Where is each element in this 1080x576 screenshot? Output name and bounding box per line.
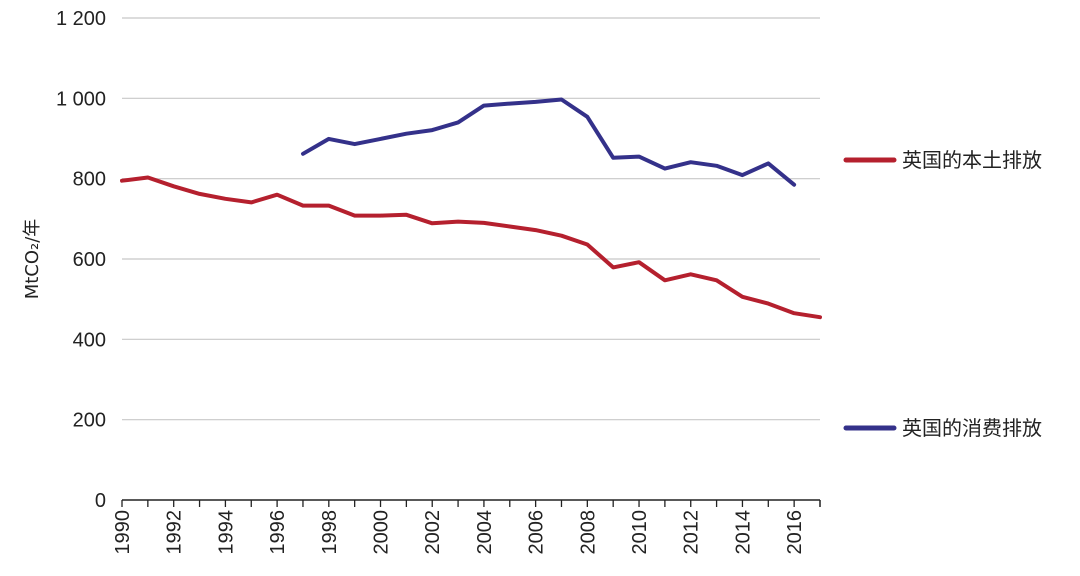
y-tick-labels: 0 200 400 600 800 1 000 1 200: [56, 8, 106, 512]
x-tick-label: 2004: [474, 510, 496, 555]
x-tick-label: 2012: [681, 510, 703, 555]
grid-lines: [122, 17, 820, 421]
series-line-1: [301, 97, 797, 187]
y-tick-label: 200: [73, 410, 106, 432]
y-tick-label: 800: [73, 169, 106, 191]
y-tick-label: 1 000: [56, 88, 106, 110]
series-lines: [120, 97, 822, 320]
x-tick-label: 2010: [629, 510, 651, 555]
series-line-0: [120, 175, 822, 320]
y-tick-label: 0: [95, 490, 106, 512]
x-tick-label: 2008: [577, 510, 599, 555]
x-tick-label: 1994: [215, 510, 237, 555]
legend-label-0: 英国的本土排放: [902, 148, 1042, 172]
x-tick-label: 1992: [164, 510, 186, 555]
x-tick-label: 2002: [422, 510, 444, 555]
x-tick-labels: 1990 1992 1994 1996 1998 2000 2002 2004 2006 2008…: [112, 510, 806, 555]
x-tick-label: 1990: [112, 510, 134, 555]
x-tick-label: 2014: [732, 510, 754, 555]
x-tick-label: 2016: [784, 510, 806, 555]
y-axis-label: MtCO₂/年: [22, 219, 43, 300]
y-tick-label: 600: [73, 249, 106, 271]
x-tick-label: 1998: [319, 510, 341, 555]
y-tick-label: 400: [73, 329, 106, 351]
legend-label-1: 英国的消费排放: [902, 416, 1042, 440]
axes: [121, 499, 821, 507]
x-tick-label: 2006: [526, 510, 548, 555]
x-tick-label: 2000: [371, 510, 393, 555]
y-tick-label: 1 200: [56, 8, 106, 30]
x-tick-label: 1996: [267, 510, 289, 555]
